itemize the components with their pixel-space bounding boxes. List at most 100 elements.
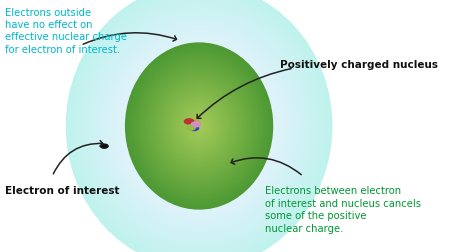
Ellipse shape [178,103,220,149]
Ellipse shape [98,18,301,234]
Ellipse shape [182,108,216,144]
Text: Electrons outside
have no effect on
effective nuclear charge
for electron of int: Electrons outside have no effect on effe… [5,8,127,55]
Ellipse shape [196,122,202,130]
Ellipse shape [78,0,320,252]
Ellipse shape [143,62,255,190]
Ellipse shape [142,61,256,191]
Ellipse shape [191,117,207,135]
Text: Electron of interest: Electron of interest [5,186,119,197]
Ellipse shape [90,9,309,243]
Ellipse shape [134,53,264,199]
Circle shape [186,125,195,130]
Ellipse shape [127,44,271,208]
Ellipse shape [136,54,263,198]
Ellipse shape [121,42,277,210]
Ellipse shape [118,39,280,213]
Ellipse shape [144,64,254,188]
Ellipse shape [83,2,315,250]
Ellipse shape [147,71,250,181]
Ellipse shape [180,104,219,148]
Ellipse shape [183,108,215,144]
Ellipse shape [171,96,228,156]
Ellipse shape [156,78,242,174]
Ellipse shape [145,65,253,187]
Ellipse shape [154,75,245,177]
Circle shape [191,122,201,127]
Ellipse shape [146,69,252,183]
Ellipse shape [150,71,248,181]
Ellipse shape [173,98,226,154]
Ellipse shape [184,109,214,143]
Ellipse shape [162,84,236,168]
Ellipse shape [101,21,297,231]
Ellipse shape [76,0,322,252]
Ellipse shape [153,76,246,176]
Ellipse shape [88,7,310,245]
Ellipse shape [189,115,209,137]
Ellipse shape [149,69,249,183]
Ellipse shape [126,43,273,209]
Circle shape [191,120,200,125]
Ellipse shape [124,46,274,206]
Ellipse shape [167,90,231,162]
Circle shape [100,144,108,148]
Circle shape [187,122,197,127]
Ellipse shape [176,100,222,152]
Ellipse shape [157,82,240,170]
Ellipse shape [129,51,269,201]
Ellipse shape [113,34,285,218]
Ellipse shape [119,41,279,211]
Ellipse shape [144,67,254,185]
Ellipse shape [139,58,259,194]
Ellipse shape [182,107,216,145]
Ellipse shape [197,124,201,128]
Ellipse shape [74,0,323,252]
Ellipse shape [184,110,214,142]
Ellipse shape [136,58,262,194]
Ellipse shape [130,49,268,203]
Ellipse shape [80,0,319,252]
Ellipse shape [160,82,238,170]
Ellipse shape [173,97,225,155]
Ellipse shape [157,79,241,173]
Ellipse shape [169,94,229,158]
Ellipse shape [191,116,208,136]
Ellipse shape [193,119,205,133]
Ellipse shape [170,93,228,159]
Ellipse shape [134,57,264,195]
Ellipse shape [104,25,294,227]
Ellipse shape [133,55,265,197]
Ellipse shape [161,85,237,167]
Ellipse shape [186,111,212,141]
Ellipse shape [174,99,224,153]
Ellipse shape [94,14,303,238]
Ellipse shape [91,11,307,241]
Ellipse shape [172,96,226,156]
Ellipse shape [191,118,206,134]
Ellipse shape [147,68,250,184]
Circle shape [189,125,199,131]
Ellipse shape [194,120,204,132]
Ellipse shape [149,73,249,179]
Ellipse shape [81,0,317,252]
Ellipse shape [166,89,232,163]
Ellipse shape [103,23,295,229]
Ellipse shape [84,3,313,249]
Ellipse shape [179,105,219,147]
Ellipse shape [146,67,252,185]
Ellipse shape [176,101,222,151]
Ellipse shape [141,64,257,188]
Ellipse shape [106,26,292,226]
Ellipse shape [66,0,332,252]
Ellipse shape [186,112,212,140]
Text: Positively charged nucleus: Positively charged nucleus [280,60,438,71]
Ellipse shape [132,50,266,202]
Ellipse shape [165,87,233,165]
Ellipse shape [126,48,272,204]
Ellipse shape [131,53,267,199]
Ellipse shape [168,91,230,161]
Ellipse shape [100,19,299,233]
Ellipse shape [161,83,237,169]
Ellipse shape [128,50,270,202]
Ellipse shape [128,46,270,206]
